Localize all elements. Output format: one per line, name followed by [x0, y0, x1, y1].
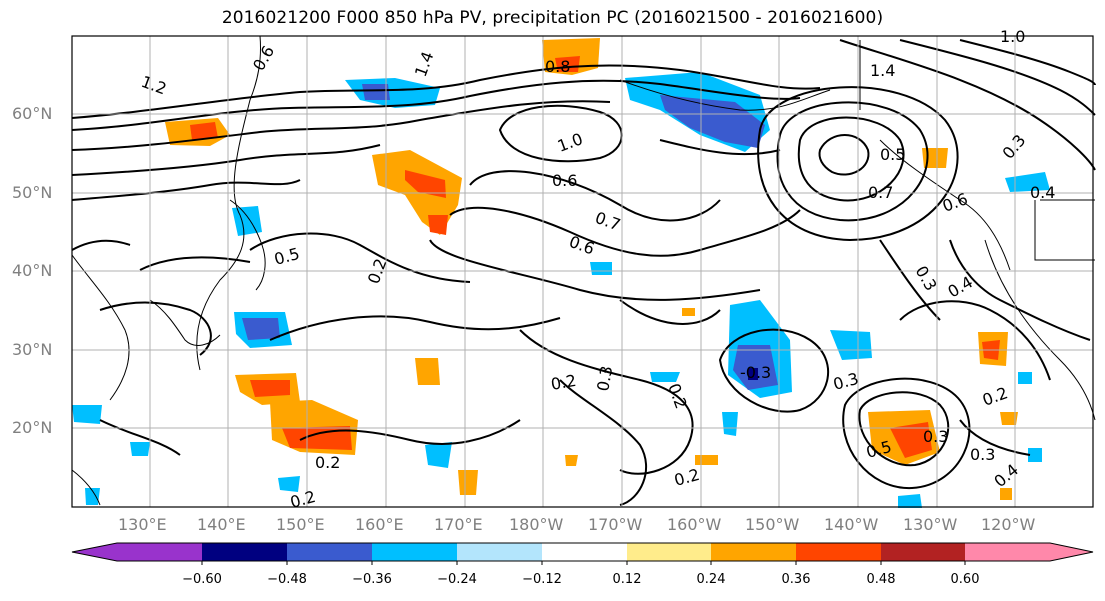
contour-label: 0.5	[864, 437, 894, 462]
contour-label: 0.7	[593, 208, 623, 235]
lon-label: 130°E	[118, 515, 167, 534]
colorbar-swatch	[117, 543, 202, 561]
colorbar-tick-label: 0.36	[781, 572, 811, 587]
lon-label: 120°W	[981, 515, 1036, 534]
lon-label: 150°E	[276, 515, 325, 534]
lon-label: 150°W	[745, 515, 800, 534]
contour-label: 1.4	[411, 49, 438, 79]
lon-label: 140°E	[197, 515, 246, 534]
colorbar-swatch	[711, 543, 796, 561]
lon-label: 160°W	[667, 515, 722, 534]
colorbar-tick-label: −0.24	[437, 572, 477, 587]
lon-label: 140°W	[824, 515, 879, 534]
colorbar-swatch	[965, 543, 1050, 561]
colorbar-tick-label: 0.60	[950, 572, 980, 587]
colorbar-swatch	[881, 543, 965, 561]
lat-label: 40°N	[12, 261, 53, 280]
contour-label: -0.3	[740, 363, 771, 382]
map-frame	[71, 35, 1094, 508]
colorbar-extend-high	[1050, 543, 1093, 561]
contour-label: 0.6	[249, 42, 278, 74]
colorbar-extend-low	[72, 543, 117, 561]
contour-label: 0.2	[315, 453, 340, 472]
lon-label: 180°W	[509, 515, 564, 534]
lon-label: 170°W	[588, 515, 643, 534]
colorbar-swatch	[372, 543, 457, 561]
contour-label: 0.6	[552, 171, 577, 190]
colorbar-swatch	[287, 543, 372, 561]
colorbar-outline	[71, 542, 1094, 562]
lon-label: 170°E	[434, 515, 483, 534]
colorbar-tick-label: −0.48	[267, 572, 307, 587]
contour-label: 1.2	[139, 72, 169, 99]
colorbar-tick-label: 0.48	[866, 572, 896, 587]
contour-label: 0.3	[970, 445, 995, 464]
contour-label: 0.3	[999, 131, 1030, 163]
contour-label: 0.4	[1030, 183, 1055, 202]
colorbar-tick-label: 0.24	[696, 572, 726, 587]
contour-label: 1.0	[555, 129, 585, 156]
colorbar-tick-label: −0.60	[182, 572, 222, 587]
colorbar-swatch	[457, 543, 542, 561]
colorbar-tick-label: 0.12	[612, 572, 642, 587]
colorbar-swatch	[796, 543, 881, 561]
coastlines	[71, 35, 1096, 506]
contour-label: 0.7	[868, 183, 893, 202]
contour-label: 0.5	[880, 145, 905, 164]
contour-label: 0.2	[549, 371, 577, 394]
contour-label: 0.3	[593, 364, 616, 392]
graticule	[72, 36, 1093, 507]
contour-label: 0.3	[831, 369, 861, 394]
contour-label: 0.6	[567, 232, 597, 259]
contour-label: 0.2	[980, 383, 1010, 410]
colorbar-swatch	[542, 543, 627, 561]
contour-label: 0.3	[912, 263, 941, 295]
contour-label: 0.3	[923, 427, 948, 446]
contour-label: 0.8	[545, 57, 570, 76]
colorbar-swatch	[202, 543, 287, 561]
contour-label: 0.2	[672, 465, 702, 490]
contour-label: 1.0	[1000, 27, 1025, 46]
colorbar-swatch	[627, 543, 711, 561]
map-title: 2016021200 F000 850 hPa PV, precipitatio…	[221, 8, 884, 28]
lat-label: 20°N	[12, 418, 53, 437]
contour-label: 0.4	[990, 460, 1022, 491]
lat-label: 30°N	[12, 340, 53, 359]
lon-label: 130°W	[903, 515, 958, 534]
lat-label: 60°N	[12, 104, 53, 123]
colorbar	[71, 542, 1094, 565]
colorbar-tick-label: −0.12	[522, 572, 562, 587]
lat-label: 50°N	[12, 183, 53, 202]
pv-contours	[71, 39, 1096, 506]
lon-label: 160°E	[355, 515, 404, 534]
colorbar-tick-label: −0.36	[352, 572, 392, 587]
contour-label: 0.5	[272, 244, 302, 269]
contour-label: 1.4	[870, 61, 895, 80]
